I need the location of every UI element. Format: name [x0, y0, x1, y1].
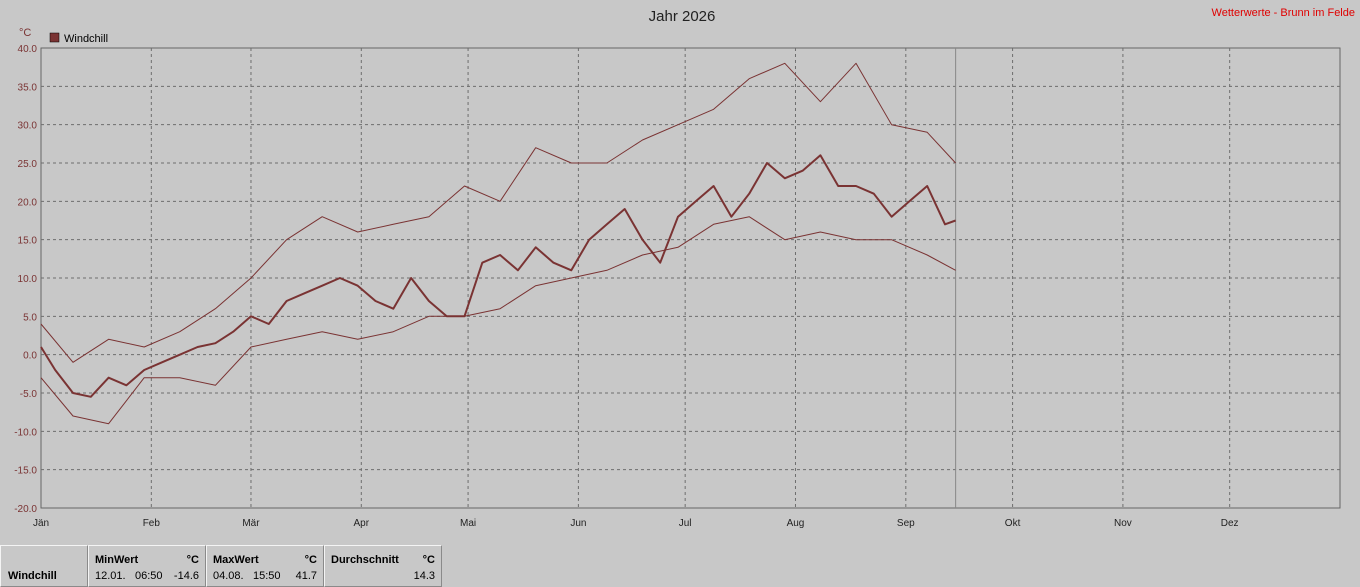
min-unit: °C	[186, 554, 199, 566]
grid-lines	[41, 48, 1340, 508]
stats-name-cell: Windchill	[0, 545, 88, 587]
y-tick-label: -5.0	[20, 389, 38, 400]
series-line-windchill	[40, 154, 956, 398]
y-tick-label: 0.0	[23, 351, 37, 362]
y-tick-label: 10.0	[18, 274, 38, 285]
legend-swatch	[49, 32, 60, 43]
max-date: 04.08.	[213, 570, 244, 582]
x-tick-label: Jul	[679, 518, 692, 529]
x-tick-label: Apr	[354, 518, 370, 529]
min-value: -14.6	[173, 570, 199, 582]
series-line-min	[40, 216, 956, 425]
y-unit-label: °C	[19, 27, 31, 39]
stats-max-cell: MaxWert °C 04.08. 15:50 41.7	[206, 545, 324, 587]
x-tick-label: Aug	[787, 518, 805, 529]
stats-avg-cell: Durchschnitt °C 14.3	[324, 545, 442, 587]
stats-name: Windchill	[8, 570, 57, 582]
x-tick-label: Jun	[570, 518, 586, 529]
x-tick-label: Dez	[1221, 518, 1239, 529]
min-time: 06:50	[135, 570, 163, 582]
source-label: Wetterwerte - Brunn im Felde	[1212, 7, 1355, 19]
statistics-bar: Windchill MinWert °C 12.01. 06:50 -14.6 …	[0, 545, 442, 587]
y-tick-label: 35.0	[18, 82, 38, 93]
max-value: 41.7	[295, 570, 317, 582]
series-line-max	[40, 62, 956, 363]
y-tick-label: 40.0	[18, 44, 38, 55]
y-axis-ticks: -20.0 -15.0 -10.0 -5.0 0.0 5.0 10.0 15.0 20.0 25.…	[14, 44, 37, 515]
x-tick-label: Mai	[460, 518, 476, 529]
min-date: 12.01.	[95, 570, 126, 582]
y-tick-label: 30.0	[18, 121, 38, 132]
legend-label: Windchill	[64, 33, 108, 45]
series-lines	[40, 62, 956, 425]
y-tick-label: -20.0	[14, 504, 37, 515]
stats-min-cell: MinWert °C 12.01. 06:50 -14.6	[88, 545, 206, 587]
y-tick-label: -15.0	[14, 466, 37, 477]
max-unit: °C	[304, 554, 317, 566]
x-tick-label: Feb	[143, 518, 161, 529]
x-tick-label: Okt	[1005, 518, 1021, 529]
legend: Windchill	[49, 32, 108, 45]
x-tick-label: Jän	[33, 518, 49, 529]
y-tick-label: 25.0	[18, 159, 38, 170]
windchill-chart: -20.0 -15.0 -10.0 -5.0 0.0 5.0 10.0 15.0 20.0 25.…	[14, 7, 1355, 529]
chart-title: Jahr 2026	[649, 8, 716, 25]
avg-header: Durchschnitt	[331, 554, 399, 566]
y-tick-label: 15.0	[18, 236, 38, 247]
y-tick-label: 5.0	[23, 312, 37, 323]
x-tick-label: Mär	[242, 518, 260, 529]
x-tick-label: Sep	[897, 518, 915, 529]
avg-unit: °C	[422, 554, 435, 566]
min-header: MinWert	[95, 554, 139, 566]
y-tick-label: 20.0	[18, 197, 38, 208]
y-tick-label: -10.0	[14, 427, 37, 438]
avg-value: 14.3	[413, 570, 435, 582]
x-axis-ticks: Jän Feb Mär Apr Mai Jun Jul Aug Sep Okt Nov Dez	[33, 518, 1239, 529]
x-tick-label: Nov	[1114, 518, 1132, 529]
max-header: MaxWert	[213, 554, 259, 566]
max-time: 15:50	[253, 570, 281, 582]
